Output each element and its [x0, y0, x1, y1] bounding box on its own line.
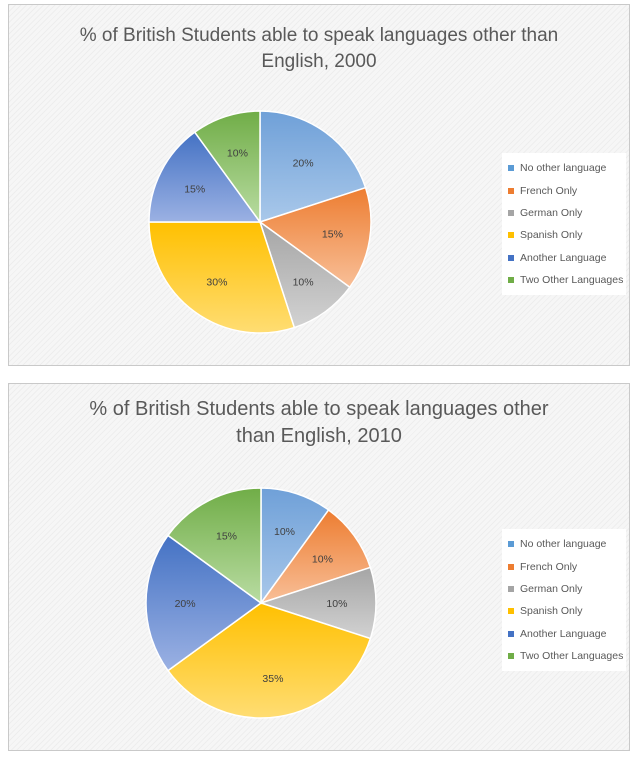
data-label-two-other-languages: 10%	[227, 147, 248, 159]
pie-slice-french-only	[259, 508, 372, 605]
legend-item-spanish-only: Spanish Only	[508, 600, 620, 622]
pie-slice-another-language	[145, 534, 263, 672]
legend-swatch	[508, 563, 514, 570]
data-label-another-language: 15%	[184, 184, 205, 196]
legend-2000: No other language French Only German Only S…	[502, 153, 626, 296]
legend-swatch	[508, 608, 514, 615]
legend-swatch	[508, 630, 514, 637]
pie-slice-two-other-languages	[166, 487, 262, 605]
pie-slice-no-other-language	[260, 487, 330, 606]
legend-item-french-only: French Only	[508, 179, 620, 201]
legend-label: No other language	[520, 162, 607, 175]
legend-item-two-other-languages: Two Other Languages	[508, 645, 624, 667]
data-label-spanish-only: 30%	[206, 276, 227, 288]
pie-slice-spanish-only	[166, 602, 372, 719]
data-label-two-other-languages: 15%	[216, 530, 237, 542]
legend-item-no-other-language: No other language	[508, 157, 620, 179]
data-label-german-only: 10%	[293, 276, 314, 288]
legend-label: Two Other Languages	[520, 274, 624, 287]
legend-label: German Only	[520, 206, 583, 219]
legend-label: Two Other Languages	[520, 650, 624, 663]
pie-slice-french-only	[258, 186, 372, 289]
legend-label: French Only	[520, 560, 578, 573]
legend-label: Another Language	[520, 627, 607, 640]
chart-title-line-2: than English, 2010	[236, 425, 402, 447]
legend-item-german-only: German Only	[508, 578, 620, 600]
data-label-another-language: 20%	[175, 598, 196, 610]
pie-slice-another-language	[148, 131, 262, 223]
data-label-spanish-only: 35%	[262, 673, 283, 685]
chart-title-line-1: % of British Students able to speak lang…	[89, 398, 549, 420]
legend-swatch	[508, 209, 514, 216]
legend-item-another-language: Another Language	[508, 247, 620, 269]
legend-swatch	[508, 585, 514, 592]
data-label-no-other-language: 20%	[293, 158, 314, 170]
legend-swatch	[508, 277, 514, 284]
legend-label: German Only	[520, 582, 583, 595]
legend-swatch	[508, 232, 514, 239]
pie-slice-no-other-language	[259, 110, 367, 224]
chart-title-2000: % of British Students able to speak lang…	[69, 23, 569, 75]
legend-item-two-other-languages: Two Other Languages	[508, 269, 624, 291]
chart-title-line-1: % of British Students able to speak lang…	[79, 25, 559, 46]
legend-label: Another Language	[520, 251, 607, 264]
pie-slice-two-other-languages	[193, 110, 261, 225]
legend-item-german-only: German Only	[508, 202, 620, 224]
chart-2010: % of British Students able to speak lang…	[8, 383, 630, 751]
pie-slice-spanish-only	[148, 221, 296, 334]
data-label-french-only: 15%	[322, 229, 343, 241]
legend-label: Spanish Only	[520, 605, 583, 618]
legend-2010: No other language French Only German Only S…	[502, 529, 626, 672]
legend-swatch	[508, 165, 514, 172]
legend-item-another-language: Another Language	[508, 623, 620, 645]
legend-label: Spanish Only	[520, 229, 583, 242]
legend-item-french-only: French Only	[508, 555, 620, 577]
pie-chart-2000: 20% 15% 10% 30% 15% 10%	[148, 110, 372, 334]
data-label-french-only: 10%	[312, 553, 333, 565]
legend-swatch	[508, 254, 514, 261]
legend-swatch	[508, 187, 514, 194]
data-label-no-other-language: 10%	[274, 526, 295, 538]
legend-swatch	[508, 541, 514, 548]
data-label-german-only: 10%	[326, 598, 347, 610]
legend-label: French Only	[520, 184, 578, 197]
pie-slice-german-only	[258, 566, 377, 640]
chart-title-line-2: English, 2000	[261, 51, 377, 72]
legend-item-spanish-only: Spanish Only	[508, 224, 620, 246]
legend-item-no-other-language: No other language	[508, 533, 620, 555]
pie-chart-2010: 10% 10% 10% 35% 20% 15%	[145, 487, 377, 719]
chart-2000: % of British Students able to speak lang…	[8, 4, 630, 366]
legend-label: No other language	[520, 538, 607, 551]
chart-title-2010: % of British Students able to speak lang…	[79, 396, 559, 450]
legend-swatch	[508, 653, 514, 660]
